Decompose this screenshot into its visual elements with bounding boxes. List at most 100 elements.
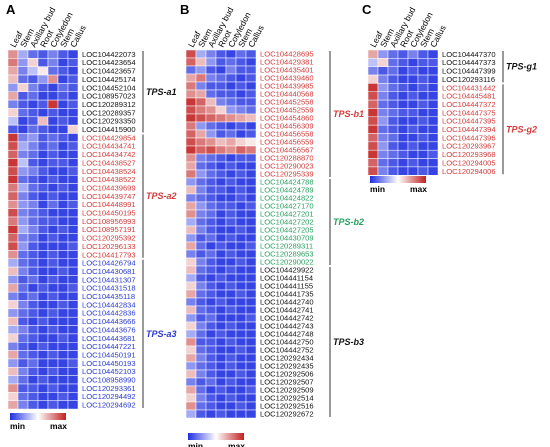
heatmap-cell [17, 200, 29, 209]
heatmap-cell [235, 49, 247, 59]
heatmap-cell [67, 300, 79, 310]
heatmap-cell [37, 233, 49, 243]
heatmap-cell [37, 183, 49, 193]
heatmap-cell [195, 65, 207, 75]
heatmap-cell [57, 342, 69, 351]
heatmap-cell [225, 129, 237, 139]
row-label: LOC104443676 [82, 325, 136, 334]
heatmap-cell [225, 217, 237, 227]
heatmap-cell [225, 329, 237, 339]
heatmap-cell [235, 305, 247, 315]
heatmap-cell [225, 73, 237, 83]
heatmap-cell [205, 105, 217, 115]
row-label: LOC104442743 [260, 322, 314, 331]
heatmap-cell [17, 91, 29, 101]
heatmap-cell [27, 200, 39, 209]
heatmap-cell [7, 166, 19, 176]
heatmap-cell [57, 66, 69, 76]
heatmap-cell [37, 158, 49, 168]
heatmap-cell [235, 193, 247, 203]
heatmap-cell [205, 401, 217, 411]
heatmap-cell [57, 74, 69, 84]
heatmap-cell [387, 74, 399, 84]
heatmap-cell [37, 175, 49, 184]
heatmap-cell [27, 116, 39, 126]
heatmap-cell [185, 281, 197, 291]
color-legend [370, 176, 426, 183]
heatmap-cell [397, 58, 409, 67]
heatmap-cell [387, 158, 399, 168]
heatmap-cell [37, 83, 49, 93]
heatmap-cell [245, 313, 257, 323]
heatmap-cell [377, 49, 389, 59]
heatmap-cell [67, 74, 79, 84]
heatmap-cell [397, 66, 409, 76]
color-legend [10, 413, 66, 420]
heatmap-cell [17, 116, 29, 126]
heatmap-cell [215, 297, 227, 307]
heatmap-cell [7, 241, 19, 251]
heatmap-cell [17, 124, 29, 134]
heatmap-cell [215, 153, 227, 163]
heatmap-cell [57, 49, 69, 59]
heatmap-cell [235, 113, 247, 123]
heatmap-cell [7, 116, 19, 126]
heatmap-cell [7, 191, 19, 201]
heatmap-cell [245, 401, 257, 411]
heatmap-cell [215, 393, 227, 403]
heatmap-cell [235, 377, 247, 387]
heatmap-cell [185, 49, 197, 59]
heatmap-cell [67, 375, 79, 385]
heatmap-cell [47, 141, 59, 151]
row-label: LOC120292672 [260, 410, 314, 419]
heatmap-cell [17, 141, 29, 151]
row-label: LOC104447375 [442, 108, 496, 117]
row-label: LOC104445481 [442, 92, 496, 101]
heatmap-cell [17, 250, 29, 259]
heatmap-cell [195, 377, 207, 387]
heatmap-cell [427, 83, 439, 93]
heatmap-cell [417, 116, 429, 126]
heatmap-cell [367, 166, 379, 176]
heatmap-cell [185, 409, 197, 419]
heatmap-cell [225, 113, 237, 123]
heatmap-cell [47, 266, 59, 276]
heatmap-cell [185, 217, 197, 227]
heatmap-cell [387, 58, 399, 67]
heatmap-cell [47, 291, 59, 301]
legend-min-label: min [10, 421, 25, 431]
heatmap-cell [205, 153, 217, 163]
heatmap-cell [417, 99, 429, 109]
heatmap-cell [205, 321, 217, 331]
row-label: LOC120289357 [82, 108, 136, 117]
heatmap-cell [37, 149, 49, 159]
row-label: LOC104447396 [442, 133, 496, 142]
heatmap-cell [367, 66, 379, 76]
panel-letter: B [180, 2, 189, 17]
row-label: LOC120294006 [442, 167, 496, 176]
heatmap-cell [205, 241, 217, 251]
heatmap-cell [225, 393, 237, 403]
heatmap-cell [47, 108, 59, 118]
heatmap-cell [225, 65, 237, 75]
heatmap-cell [37, 392, 49, 401]
heatmap-cell [47, 283, 59, 293]
heatmap-cell [367, 74, 379, 84]
heatmap-cell [235, 57, 247, 67]
heatmap-cell [57, 133, 69, 143]
heatmap-cell [67, 258, 79, 268]
heatmap-cell [47, 58, 59, 67]
heatmap-cell [67, 175, 79, 184]
heatmap-cell [235, 161, 247, 171]
heatmap-cell [67, 233, 79, 243]
heatmap-cell [195, 161, 207, 171]
heatmap-cell [7, 333, 19, 343]
heatmap-cell [215, 185, 227, 195]
heatmap-cell [27, 266, 39, 276]
heatmap-cell [17, 375, 29, 385]
heatmap-cell [37, 333, 49, 343]
heatmap-cell [17, 258, 29, 268]
heatmap-cell [17, 158, 29, 168]
heatmap-cell [27, 141, 39, 151]
